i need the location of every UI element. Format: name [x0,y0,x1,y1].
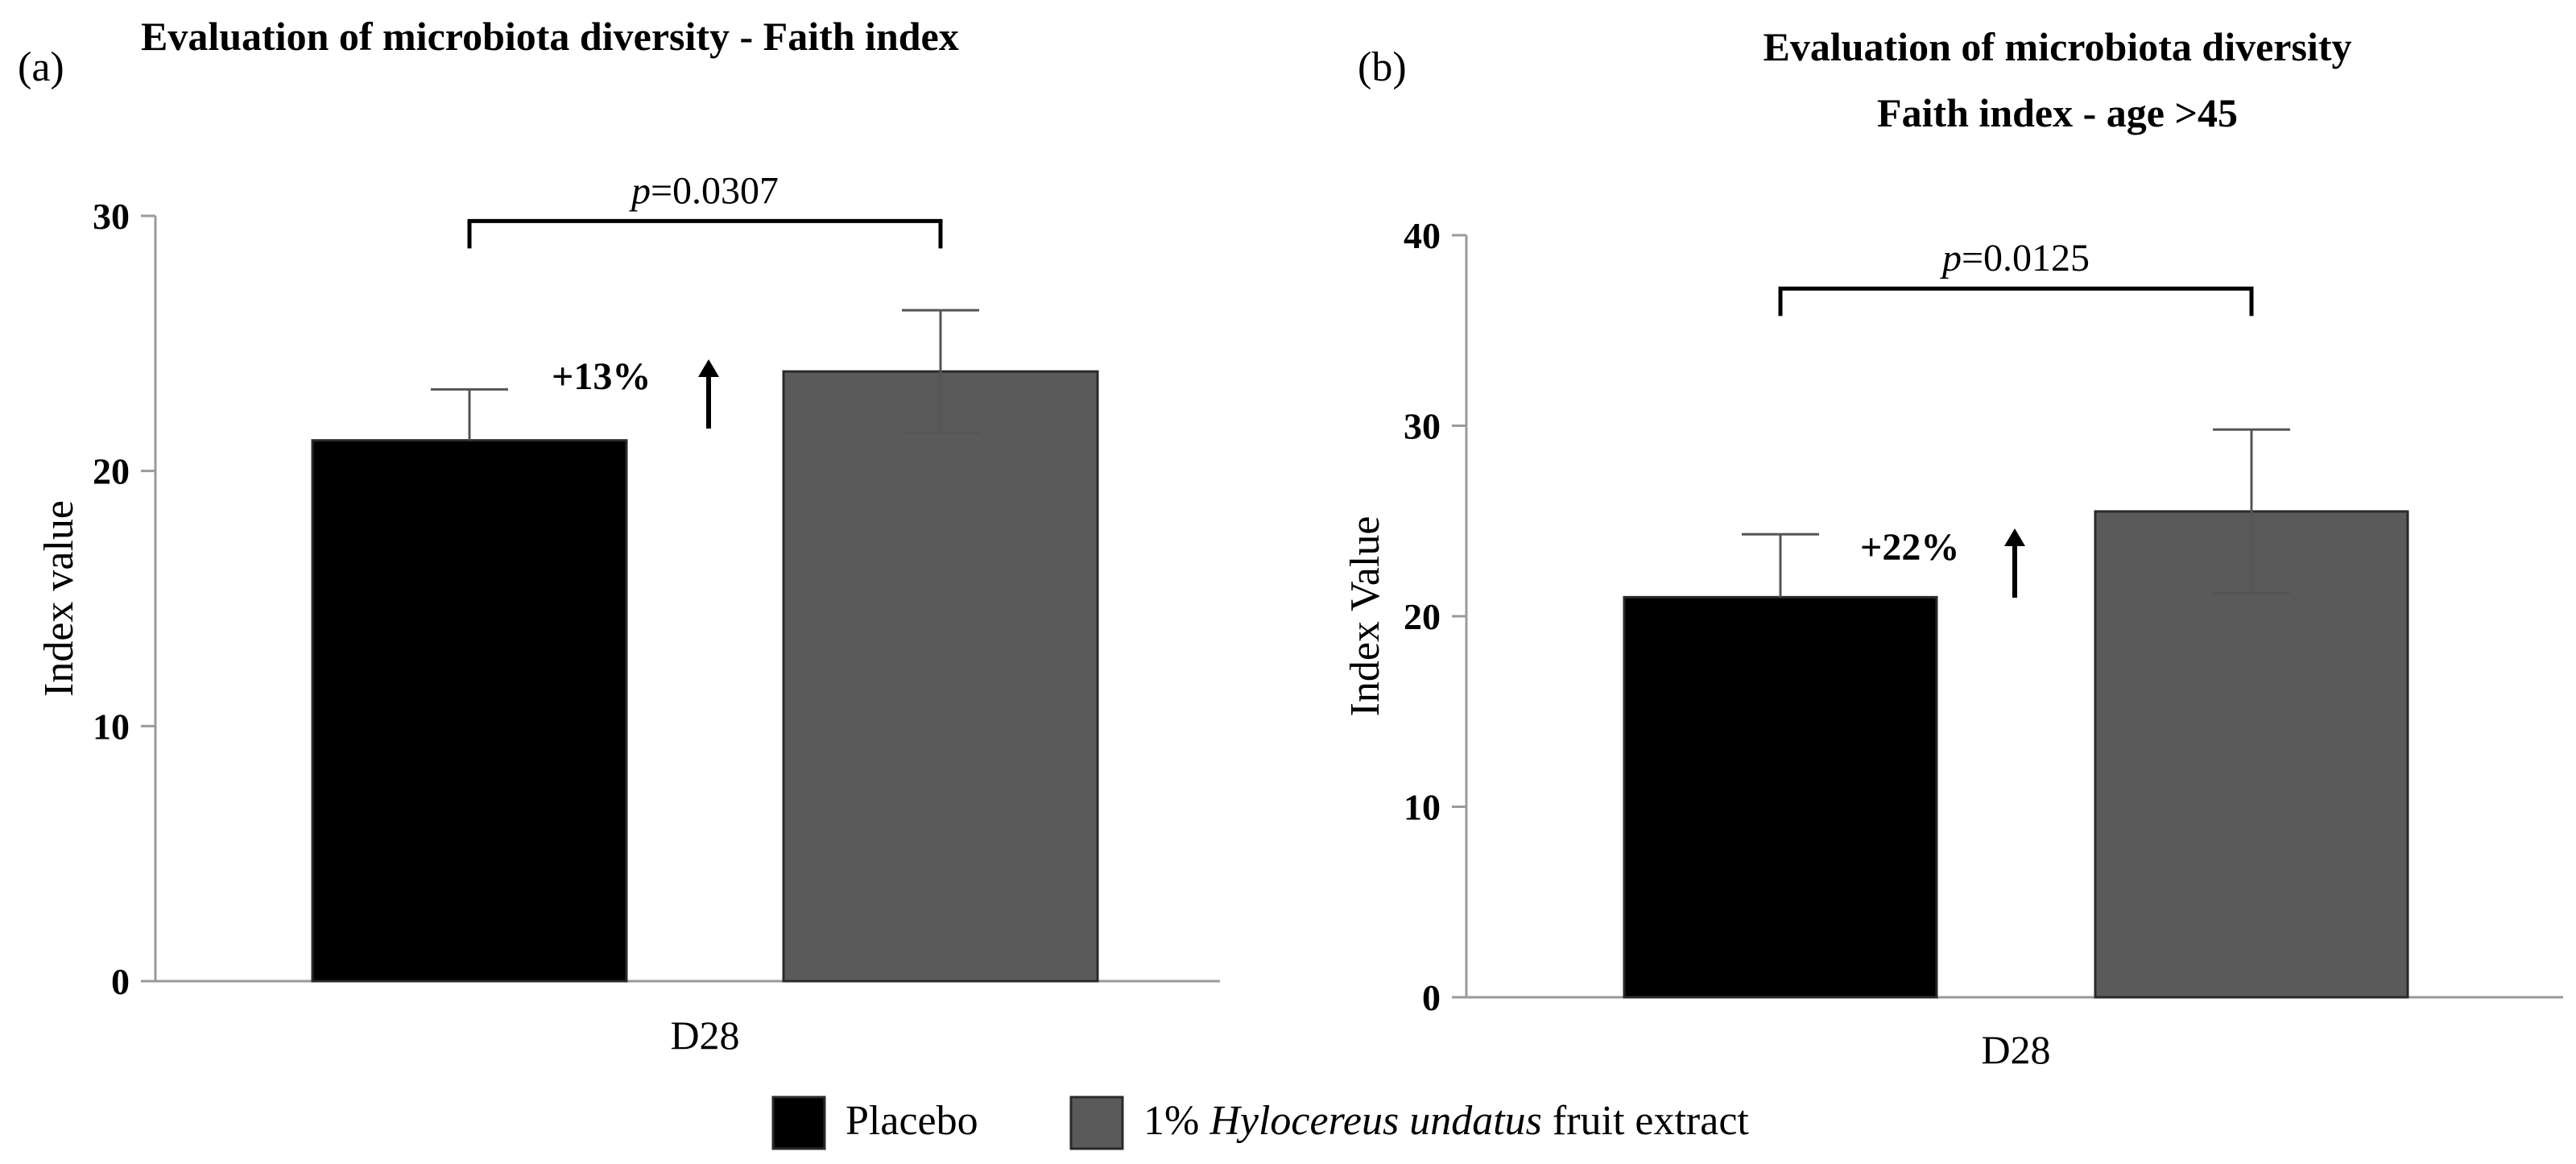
y-axis-label: Index Value [1342,516,1388,717]
x-category-label: D28 [670,1013,739,1058]
y-tick-label: 10 [1404,787,1441,828]
y-tick-label: 0 [111,961,130,1002]
p-value-label: p=0.0125 [1940,237,2090,280]
up-arrow-head-icon [698,359,719,377]
chart-panel-a: (a) Evaluation of microbiota diversity - … [18,14,1220,1058]
percent-change-label: +13% [552,355,651,398]
y-tick-label: 30 [1404,406,1441,447]
legend-swatch [1069,1096,1124,1150]
chart-title: Evaluation of microbiota diversity [1763,24,2351,69]
y-tick-label: 0 [1422,977,1441,1018]
x-category-label: D28 [1981,1027,2050,1072]
legend-swatch [771,1096,826,1150]
y-tick-label: 20 [93,451,130,492]
bar-placebo [1623,595,1938,999]
significance-bracket [1778,286,2254,317]
chart-title: Evaluation of microbiota diversity - Fai… [141,14,959,59]
significance-bracket [467,218,943,249]
chart-title: Faith index - age >45 [1877,90,2238,135]
y-tick-label: 30 [93,196,130,237]
p-value-label: p=0.0307 [629,169,779,212]
up-arrow-head-icon [2004,528,2025,546]
bar-extract [782,370,1099,983]
legend-label: 1% Hylocereus undatus fruit extract [1143,1098,1749,1144]
y-axis-label: Index value [36,500,82,697]
y-tick-label: 10 [93,706,130,747]
panel-label: (b) [1358,44,1407,90]
percent-change-label: +22% [1860,526,1959,569]
y-tick-label: 40 [1404,215,1441,256]
bar-extract [2094,510,2409,999]
chart-panel-b: (b) Evaluation of microbiota diversity Fai… [1342,24,2563,1072]
legend: Placebo 1% Hylocereus undatus fruit extra… [771,1096,1749,1150]
legend-label: Placebo [846,1098,978,1144]
panel-label: (a) [18,44,64,90]
bar-placebo [311,439,628,983]
y-tick-label: 20 [1404,596,1441,637]
